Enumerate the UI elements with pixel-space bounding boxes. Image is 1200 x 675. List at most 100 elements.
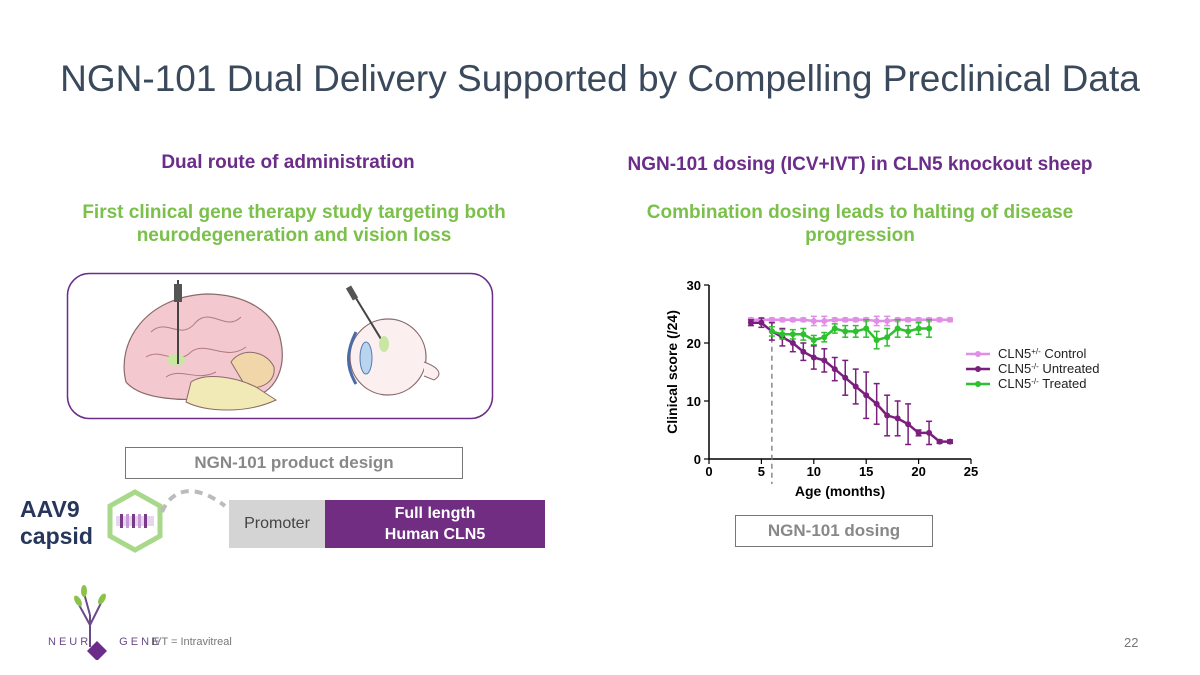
legend-marker bbox=[975, 381, 981, 387]
data-point bbox=[926, 325, 933, 332]
data-point bbox=[810, 317, 817, 324]
data-point bbox=[915, 316, 922, 323]
gene-block-line2: Human CLN5 bbox=[384, 526, 486, 543]
y-tick-label: 20 bbox=[687, 336, 701, 351]
data-point bbox=[842, 328, 849, 335]
data-point bbox=[852, 383, 859, 390]
data-point bbox=[768, 316, 775, 323]
data-point bbox=[926, 429, 933, 436]
legend-label: CLN5+/- Control bbox=[998, 346, 1086, 361]
data-point bbox=[789, 340, 796, 346]
logo-wordmark: NEUR GENE bbox=[48, 636, 162, 648]
x-tick-label: 20 bbox=[911, 464, 925, 479]
left-subheading-line2: neurodegeneration and vision loss bbox=[136, 225, 452, 246]
data-point bbox=[821, 317, 828, 324]
data-point bbox=[758, 319, 765, 326]
data-point bbox=[789, 316, 796, 323]
data-point bbox=[831, 366, 838, 373]
y-tick-label: 30 bbox=[687, 278, 701, 293]
data-point bbox=[779, 331, 786, 338]
y-tick-label: 0 bbox=[694, 452, 701, 467]
logo-text-left: NEUR bbox=[48, 636, 92, 648]
data-point bbox=[810, 337, 817, 344]
data-point bbox=[894, 325, 901, 332]
data-point bbox=[905, 316, 912, 323]
dna-icon bbox=[116, 514, 154, 528]
data-point bbox=[821, 357, 828, 364]
series-2 bbox=[768, 319, 933, 350]
y-axis-title: Clinical score (/24) bbox=[664, 310, 680, 434]
left-subheading-line1: First clinical gene therapy study target… bbox=[82, 202, 506, 223]
legend-label: CLN5-/- Treated bbox=[998, 376, 1087, 391]
x-axis-title: Age (months) bbox=[795, 483, 885, 499]
data-point bbox=[831, 325, 838, 332]
capsid-label: AAV9 capsid bbox=[20, 496, 93, 550]
data-point bbox=[894, 415, 901, 422]
slide-title: NGN-101 Dual Delivery Supported by Compe… bbox=[60, 58, 1140, 99]
left-subheading: First clinical gene therapy study target… bbox=[44, 201, 544, 247]
x-tick-label: 15 bbox=[859, 464, 873, 479]
data-point bbox=[936, 438, 943, 445]
right-subheading-line2: progression bbox=[805, 225, 915, 246]
data-point bbox=[852, 316, 859, 323]
data-point bbox=[810, 354, 817, 361]
data-point bbox=[842, 316, 849, 323]
data-point bbox=[863, 325, 870, 332]
eye-icon bbox=[345, 285, 440, 396]
data-point bbox=[947, 438, 954, 445]
data-point bbox=[947, 316, 954, 323]
series-line bbox=[771, 327, 930, 342]
data-point bbox=[747, 319, 754, 326]
logo-text-right: GENE bbox=[119, 636, 163, 648]
administration-illustration bbox=[66, 272, 494, 420]
gene-block-line1: Full length bbox=[394, 505, 476, 522]
right-heading: NGN-101 dosing (ICV+IVT) in CLN5 knockou… bbox=[627, 154, 1093, 175]
data-point bbox=[873, 317, 880, 324]
data-point bbox=[873, 337, 880, 344]
data-point bbox=[779, 316, 786, 323]
legend-label: CLN5-/- Untreated bbox=[998, 361, 1100, 376]
product-design-label: NGN-101 product design bbox=[125, 447, 463, 479]
data-point bbox=[905, 421, 912, 428]
page-number: 22 bbox=[1124, 635, 1139, 650]
data-point bbox=[842, 374, 849, 381]
data-point bbox=[800, 348, 807, 355]
x-tick-label: 25 bbox=[964, 464, 978, 479]
y-tick-label: 10 bbox=[687, 394, 701, 409]
brain-icon bbox=[123, 280, 283, 411]
data-point bbox=[800, 331, 807, 338]
data-point bbox=[884, 412, 891, 419]
data-point bbox=[831, 316, 838, 323]
legend-marker bbox=[975, 351, 981, 357]
right-subheading-line1: Combination dosing leads to halting of d… bbox=[646, 202, 1074, 223]
left-heading: Dual route of administration bbox=[161, 152, 415, 173]
data-point bbox=[873, 400, 880, 407]
data-point bbox=[863, 392, 870, 399]
data-point bbox=[884, 317, 891, 324]
series-1 bbox=[747, 317, 954, 446]
dashed-connector bbox=[160, 489, 227, 513]
clinical-score-chart: 0 5 10 15 20 25 0 10 20 30 Age (months) Clinical sc… bbox=[664, 278, 1100, 499]
x-tick-label: 5 bbox=[758, 464, 765, 479]
data-point bbox=[915, 325, 922, 332]
neurogene-logo-icon bbox=[74, 585, 107, 660]
dosing-label: NGN-101 dosing bbox=[735, 515, 933, 547]
data-point bbox=[789, 331, 796, 338]
capsid-label-line1: AAV9 bbox=[20, 496, 80, 522]
data-point bbox=[905, 328, 912, 335]
data-point bbox=[800, 316, 807, 323]
data-point bbox=[936, 316, 943, 323]
data-point bbox=[768, 328, 775, 335]
x-tick-label: 0 bbox=[705, 464, 712, 479]
x-tick-label: 10 bbox=[807, 464, 821, 479]
footnote: IVT = Intravitreal bbox=[151, 636, 232, 648]
promoter-block: Promoter bbox=[229, 500, 325, 548]
data-point bbox=[852, 328, 859, 335]
series-0 bbox=[747, 315, 954, 327]
right-subheading: Combination dosing leads to halting of d… bbox=[600, 201, 1120, 247]
capsid-label-line2: capsid bbox=[20, 523, 93, 549]
data-point bbox=[915, 429, 922, 436]
gene-block: Full length Human CLN5 bbox=[325, 500, 545, 548]
capsid-hexagon-icon bbox=[107, 489, 163, 553]
series-line bbox=[750, 321, 951, 443]
